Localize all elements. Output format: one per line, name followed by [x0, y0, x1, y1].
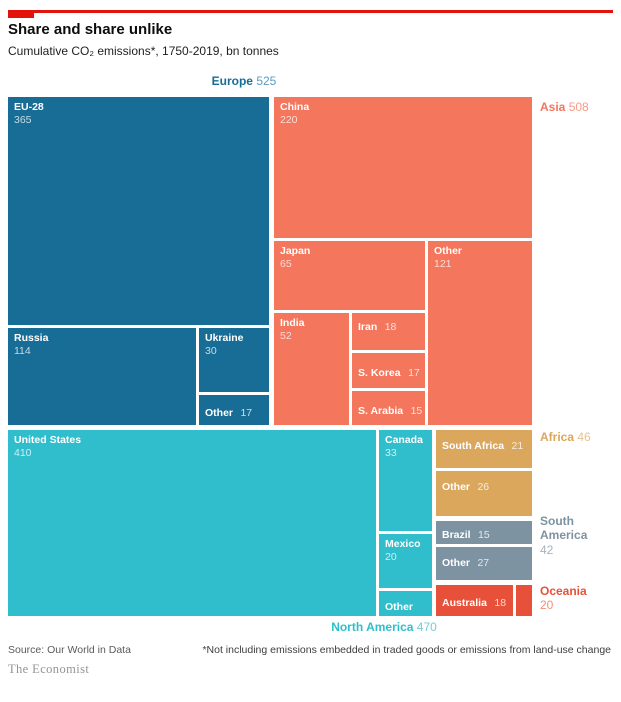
cell-value: 121	[434, 258, 452, 271]
region-name: North America	[331, 620, 414, 634]
cell-label: United States	[14, 434, 82, 446]
cell-label: Other	[205, 407, 234, 419]
treemap: EU-28 365 Russia 114 Ukraine 30 Other 17…	[8, 97, 532, 616]
cell-value: 15	[410, 405, 423, 417]
cell-value: 18	[494, 597, 507, 609]
cell-label: Japan	[280, 245, 311, 257]
region-value: 508	[568, 100, 589, 114]
cell-label: India	[280, 317, 305, 329]
treemap-cell-south-africa: South Africa 21	[436, 430, 532, 468]
cell-label: Australia	[442, 597, 487, 609]
region-name: Europe	[211, 74, 253, 88]
region-label-africa: Africa 46	[540, 430, 610, 444]
treemap-cell-asia-other: Other 121	[428, 241, 532, 425]
treemap-cell-africa-other: Other 26	[436, 471, 532, 516]
cell-value: 30	[205, 345, 217, 358]
brand-tab	[8, 10, 34, 18]
page-title: Share and share unlike	[8, 21, 173, 38]
treemap-cell-south-america-other: Other 27	[436, 547, 532, 580]
cell-label: Other	[385, 601, 414, 613]
region-name: Asia	[540, 100, 566, 114]
cell-label: Ukraine	[205, 332, 244, 344]
cell-value: 26	[477, 481, 490, 493]
region-label-oceania: Oceania 20	[540, 584, 602, 613]
region-label-north-america: North America 470	[304, 620, 464, 634]
treemap-cell-mexico: Mexico 20	[379, 534, 432, 588]
treemap-cell-united-states: United States 410	[8, 430, 376, 616]
region-label-south-america: South America 42	[540, 514, 604, 557]
region-name: Africa	[540, 430, 575, 444]
region-value: 42	[540, 542, 554, 557]
page-subtitle: Cumulative CO₂ emissions*, 1750-2019, bn…	[8, 44, 279, 58]
footnote: *Not including emissions embedded in tra…	[202, 644, 611, 656]
cell-value: 17	[240, 407, 253, 419]
region-value: 470	[416, 620, 437, 634]
cell-label: Iran	[358, 321, 378, 333]
region-name: South America	[540, 514, 588, 543]
treemap-cell-japan: Japan 65	[274, 241, 425, 310]
treemap-cell-oceania-other	[516, 585, 532, 616]
cell-value: 17	[408, 367, 420, 379]
cell-value: 220	[280, 114, 298, 127]
treemap-cell-india: India 52	[274, 313, 349, 425]
treemap-cell-europe-other: Other 17	[199, 395, 269, 425]
cell-label: Canada	[385, 434, 423, 446]
cell-value: 15	[478, 529, 490, 541]
publication-brand: The Economist	[8, 662, 90, 676]
treemap-cell-russia: Russia 114	[8, 328, 196, 425]
cell-value: 365	[14, 114, 32, 127]
cell-value: 27	[477, 557, 490, 569]
cell-value: 52	[280, 330, 292, 343]
cell-label: China	[280, 101, 310, 113]
source-credit: Source: Our World in Data	[8, 644, 131, 656]
cell-label: Other	[442, 557, 471, 569]
cell-value: 410	[14, 447, 32, 460]
region-value: 525	[256, 74, 277, 88]
cell-label: S. Arabia	[358, 405, 404, 417]
treemap-cell-eu-28: EU-28 365	[8, 97, 269, 325]
cell-label: Mexico	[385, 538, 421, 550]
cell-value: 33	[385, 447, 397, 460]
treemap-cell-s-arabia: S. Arabia 15	[352, 391, 425, 425]
cell-value: 114	[14, 345, 31, 358]
treemap-cell-ukraine: Ukraine 30	[199, 328, 269, 392]
region-name: Oceania	[540, 584, 587, 598]
region-label-asia: Asia 508	[540, 100, 610, 114]
cell-label: S. Korea	[358, 367, 401, 379]
treemap-cell-north-america-other: Other	[379, 591, 432, 616]
cell-label: South Africa	[442, 440, 505, 452]
treemap-cell-brazil: Brazil 15	[436, 521, 532, 544]
region-value: 20	[540, 598, 554, 613]
cell-label: Other	[434, 245, 463, 257]
treemap-cell-iran: Iran 18	[352, 313, 425, 350]
cell-value: 20	[385, 551, 397, 564]
brand-rule	[8, 10, 613, 13]
cell-value: 65	[280, 258, 292, 271]
treemap-cell-canada: Canada 33	[379, 430, 432, 531]
region-label-europe: Europe 525	[164, 74, 324, 88]
cell-value: 18	[384, 321, 397, 333]
cell-label: Other	[442, 481, 471, 493]
treemap-cell-australia: Australia 18	[436, 585, 513, 616]
cell-label: Brazil	[442, 529, 471, 541]
cell-label: Russia	[14, 332, 49, 344]
cell-label: EU-28	[14, 101, 44, 113]
cell-value: 21	[511, 440, 524, 452]
treemap-cell-china: China 220	[274, 97, 532, 238]
treemap-cell-s-korea: S. Korea 17	[352, 353, 425, 388]
region-value: 46	[577, 430, 591, 444]
